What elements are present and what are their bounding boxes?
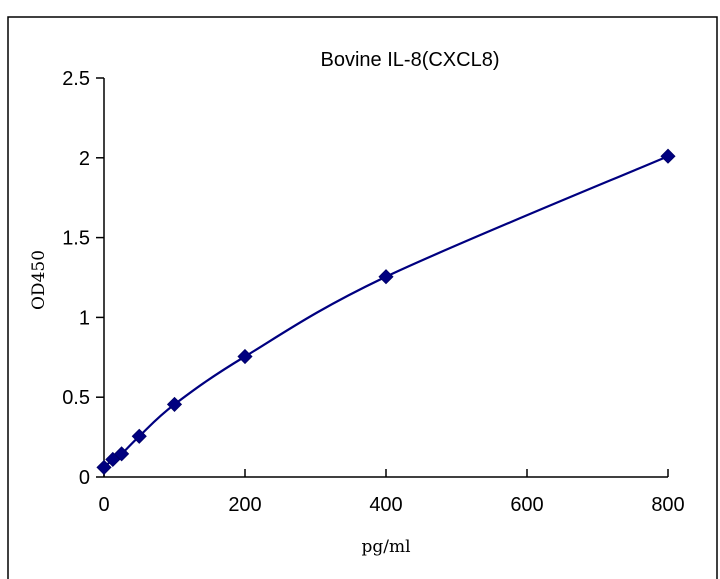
data-markers — [96, 148, 676, 475]
y-tick-label: 1.5 — [62, 228, 90, 250]
data-point — [660, 148, 676, 164]
data-point — [378, 269, 394, 285]
x-tick-label: 400 — [369, 494, 402, 516]
x-tick-label: 600 — [510, 494, 543, 516]
chart-frame — [7, 16, 718, 579]
data-point — [114, 446, 130, 462]
y-tick-label: 2.5 — [62, 68, 90, 90]
data-point — [96, 459, 112, 475]
x-tick-label: 0 — [98, 494, 109, 516]
chart-title: Bovine IL-8(CXCL8) — [321, 49, 500, 71]
x-tick-label: 800 — [651, 494, 684, 516]
x-axis-title: pg/ml — [361, 537, 410, 557]
y-axis-title: OD450 — [29, 250, 49, 310]
y-tick-label: 2 — [79, 148, 90, 170]
data-point — [131, 428, 147, 444]
y-tick-label: 1 — [79, 307, 90, 329]
y-ticks: 0 0.5 1 1.5 2 2.5 — [62, 68, 104, 489]
y-tick-label: 0.5 — [62, 387, 90, 409]
data-point — [237, 348, 253, 365]
x-ticks: 0 200 400 600 800 — [98, 469, 685, 516]
y-tick-label: 0 — [79, 467, 90, 489]
x-tick-label: 200 — [228, 494, 261, 516]
data-point — [166, 396, 183, 412]
